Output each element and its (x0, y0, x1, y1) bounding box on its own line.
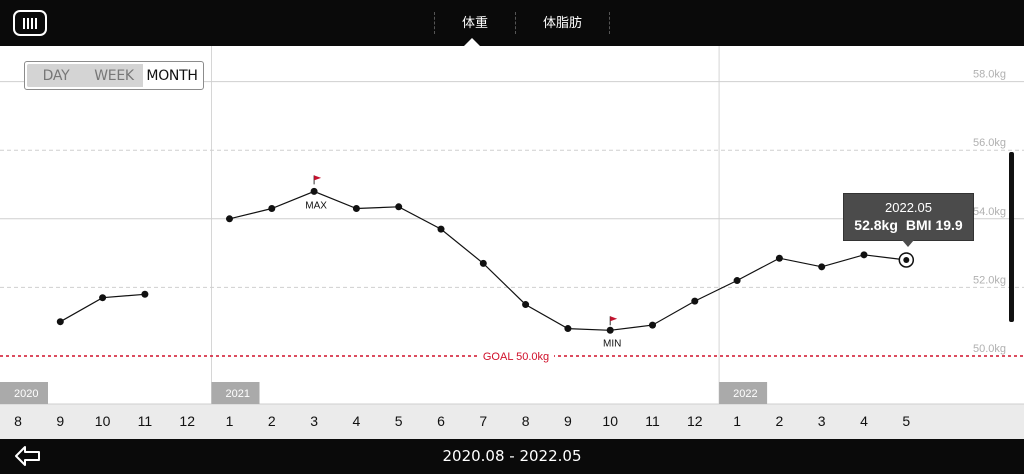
range-day-button[interactable]: DAY (27, 64, 85, 87)
back-arrow-icon[interactable] (14, 444, 42, 468)
year-label: 2022 (733, 388, 757, 400)
x-tick-label: 6 (437, 413, 445, 429)
tooltip-weight: 52.8kg (854, 217, 898, 233)
x-tick-label: 11 (645, 413, 660, 429)
data-point (352, 205, 360, 213)
x-tick-label: 8 (14, 413, 22, 429)
x-tick-label: 12 (179, 413, 195, 429)
data-point (268, 205, 276, 213)
year-tab (211, 382, 260, 404)
x-tick-label: 3 (310, 413, 318, 429)
x-tick-label: 10 (95, 413, 111, 429)
metric-tabs: 体重 体脂肪 (434, 12, 611, 34)
date-range-label: 2020.08 - 2022.05 (442, 447, 582, 465)
data-point (226, 215, 233, 223)
data-point (860, 251, 868, 259)
x-tick-label: 2 (268, 413, 276, 429)
data-point (310, 187, 318, 195)
y-tick-label: 58.0kg (973, 69, 1006, 81)
data-point (733, 277, 741, 285)
app-logo-icon[interactable] (13, 10, 47, 36)
data-point (649, 321, 656, 329)
bottom-bar: 2020.08 - 2022.05 (0, 439, 1024, 474)
x-tick-label: 7 (479, 413, 487, 429)
range-week-button[interactable]: WEEK (85, 64, 143, 87)
x-tick-label: 3 (818, 413, 826, 429)
y-tick-label: 54.0kg (973, 206, 1006, 218)
range-toggle: DAY WEEK MONTH (24, 61, 204, 90)
year-tab (719, 382, 768, 404)
goal-label-bg (478, 348, 554, 364)
goal-label: GOAL 50.0kg (483, 351, 549, 363)
data-point (775, 254, 783, 262)
flag-icon (610, 316, 618, 322)
data-point (141, 290, 149, 298)
x-tick-label: 4 (860, 413, 868, 429)
data-point (56, 318, 64, 326)
x-tick-label: 10 (602, 413, 618, 429)
top-bar: 体重 体脂肪 (0, 0, 1024, 46)
data-point (479, 259, 487, 267)
tab-weight[interactable]: 体重 (462, 15, 489, 30)
data-point (606, 326, 614, 334)
x-tick-label: 9 (564, 413, 572, 429)
selected-point (903, 256, 910, 263)
data-point (564, 325, 572, 333)
x-tick-label: 12 (687, 413, 703, 429)
x-tick-label: 2 (776, 413, 784, 429)
extreme-label: MAX (305, 200, 327, 211)
flag-icon (314, 175, 322, 181)
data-point (437, 225, 445, 233)
tooltip-bmi: BMI 19.9 (905, 217, 963, 233)
x-tick-label: 9 (56, 413, 64, 429)
data-point (99, 294, 107, 302)
year-tab (0, 382, 48, 404)
active-tab-pointer (464, 38, 480, 46)
data-point (691, 297, 699, 305)
x-tick-label: 8 (522, 413, 530, 429)
selected-point-tooltip: 2022.05 52.8kg BMI 19.9 (843, 193, 974, 247)
vertical-scrollbar[interactable] (1009, 152, 1014, 322)
year-label: 2021 (226, 388, 250, 400)
y-tick-label: 50.0kg (973, 343, 1006, 355)
x-tick-label: 11 (138, 413, 153, 429)
data-point (395, 203, 403, 211)
weight-chart[interactable]: 50.0kg 52.0kg 54.0kg 56.0kg 58.0kg GOAL 50.0k… (0, 46, 1024, 439)
y-tick-label: 52.0kg (973, 274, 1006, 286)
tooltip-date: 2022.05 (885, 200, 932, 215)
x-axis-band (0, 404, 1024, 439)
tab-body-fat[interactable]: 体脂肪 (515, 12, 609, 34)
x-tick-label: 4 (353, 413, 361, 429)
y-tick-label: 56.0kg (973, 137, 1006, 149)
data-point (522, 301, 530, 309)
x-tick-label: 5 (902, 413, 910, 429)
range-month-button[interactable]: MONTH (143, 64, 201, 87)
x-tick-label: 1 (733, 413, 741, 429)
data-point (818, 263, 826, 271)
year-label: 2020 (14, 388, 38, 400)
x-tick-label: 5 (395, 413, 403, 429)
x-tick-label: 1 (226, 413, 234, 429)
extreme-label: MIN (603, 338, 621, 349)
